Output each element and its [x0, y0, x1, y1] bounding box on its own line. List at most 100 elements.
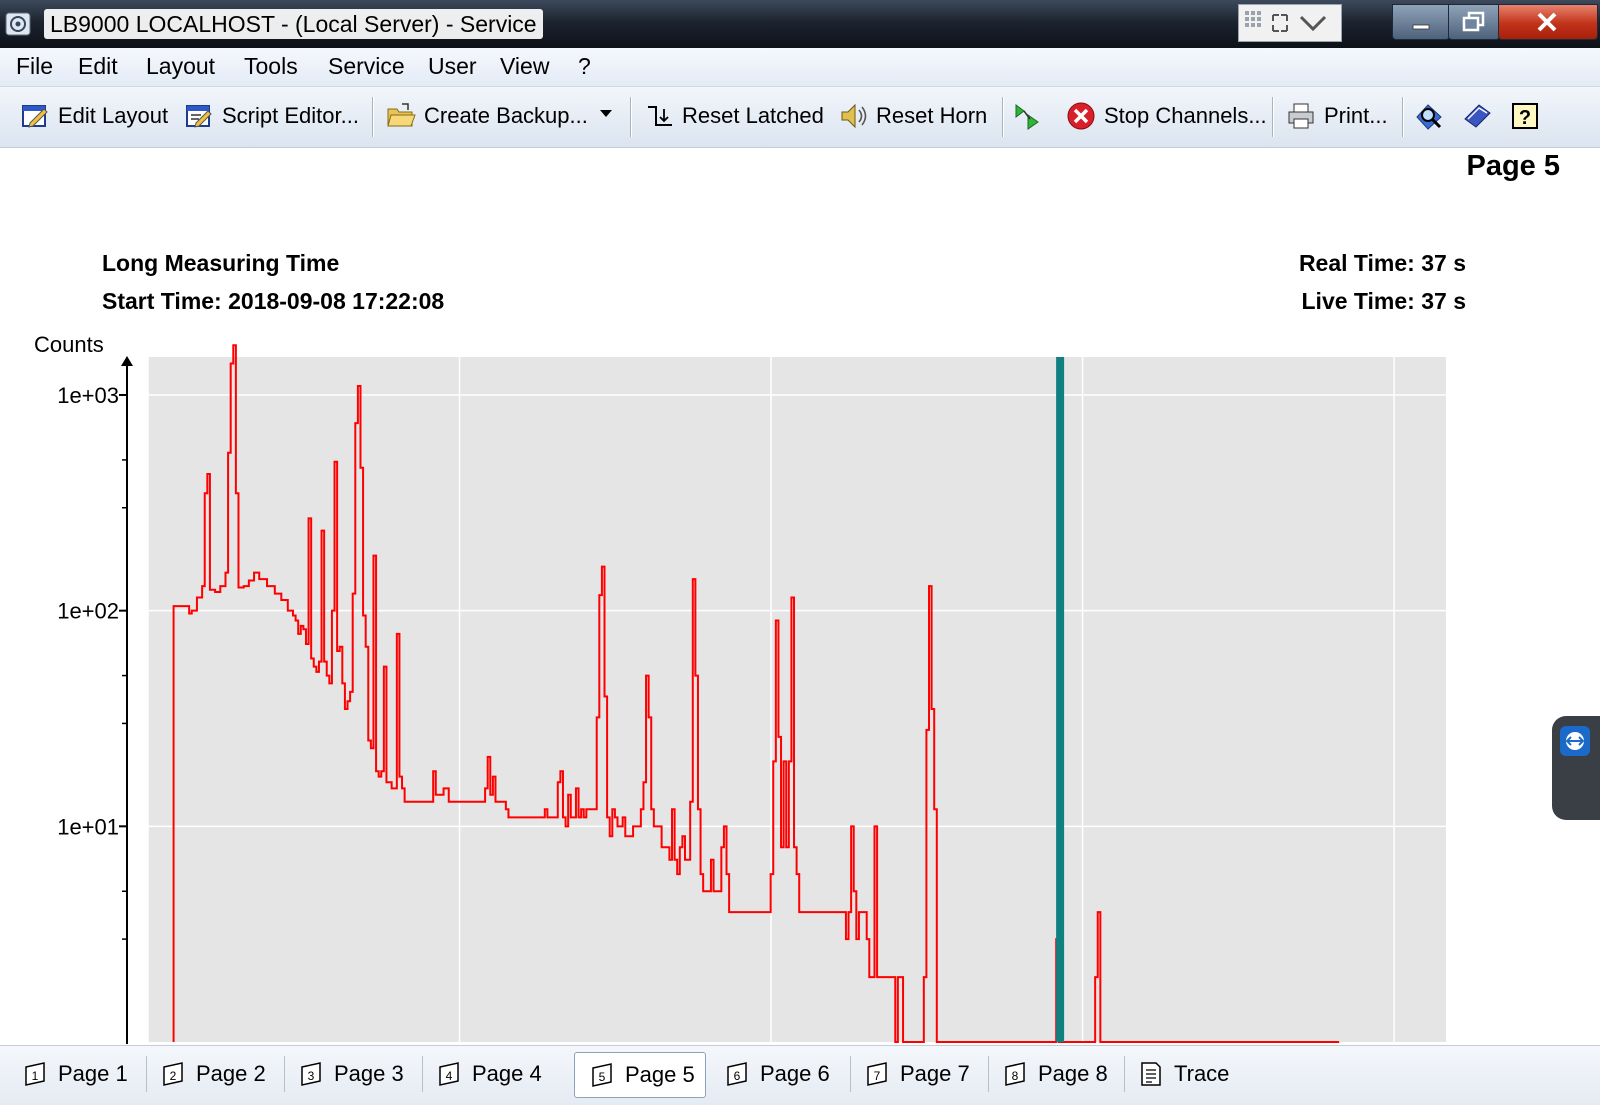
menu-service[interactable]: Service: [328, 53, 405, 79]
print-button[interactable]: Print...: [1286, 99, 1388, 133]
close-button[interactable]: [1498, 4, 1598, 40]
page-title: Page 5: [1466, 150, 1561, 182]
toolbar: Edit Layout Script Editor... Create Back…: [0, 87, 1600, 148]
remote-control-tab[interactable]: [1552, 716, 1600, 820]
start-time: Start Time: 2018-09-08 17:22:08: [102, 288, 445, 314]
tab-separator: [988, 1056, 989, 1092]
y-tick-label: 1e+02: [57, 599, 119, 624]
remote-control-icon: [1560, 726, 1590, 756]
svg-text:5: 5: [599, 1070, 606, 1084]
tab-page-4[interactable]: 4 Page 4: [422, 1052, 552, 1096]
svg-text:?: ?: [1519, 107, 1531, 129]
minimize-icon: [1412, 24, 1430, 30]
reset-horn-button[interactable]: Reset Horn: [838, 99, 987, 133]
window-title: LB9000 LOCALHOST - (Local Server) - Serv…: [44, 9, 543, 39]
spectrum-chart[interactable]: 1e+01 1e+02 1e+03 Counts: [0, 330, 1480, 1050]
tab-label: Page 3: [334, 1061, 404, 1086]
svg-text:4: 4: [446, 1069, 453, 1083]
create-backup-dropdown[interactable]: [598, 99, 614, 133]
restore-icon: [1462, 11, 1485, 32]
menu-file[interactable]: File: [16, 53, 54, 79]
menu-help[interactable]: ?: [578, 53, 591, 79]
tab-page-5[interactable]: 5 Page 5: [574, 1052, 706, 1098]
page-8-icon: 8: [1005, 1062, 1025, 1086]
page-6-icon: 6: [727, 1062, 747, 1086]
svg-text:3: 3: [308, 1069, 315, 1083]
edit-layout-label: Edit Layout: [58, 103, 169, 128]
tab-page-8[interactable]: 8 Page 8: [988, 1052, 1118, 1096]
y-tick-label: 1e+01: [57, 814, 119, 839]
stop-icon: [1067, 102, 1095, 130]
reset-latched-button[interactable]: Reset Latched: [644, 99, 824, 133]
remote-session-widget[interactable]: [1238, 4, 1342, 42]
menu-user[interactable]: User: [428, 53, 477, 79]
toolbar-separator: [1402, 97, 1403, 137]
script-editor-button[interactable]: Script Editor...: [184, 99, 359, 133]
toolbar-separator: [372, 97, 373, 137]
grid-lines: [147, 357, 1446, 1042]
tab-label: Trace: [1174, 1061, 1230, 1086]
svg-text:1: 1: [32, 1069, 39, 1083]
svg-text:6: 6: [734, 1069, 741, 1083]
search-button[interactable]: [1414, 99, 1452, 133]
minimize-button[interactable]: [1392, 4, 1450, 40]
page-tab-bar: 1 Page 1 2 Page 2 3 Page 3 4 Page 4 5 Pa…: [0, 1045, 1600, 1105]
remote-session-icon: [1245, 11, 1327, 32]
menu-view[interactable]: View: [500, 53, 550, 79]
tab-page-6[interactable]: 6 Page 6: [710, 1052, 840, 1096]
reset-latched-label: Reset Latched: [682, 103, 824, 128]
tab-separator: [422, 1056, 423, 1092]
page-5-icon: 5: [592, 1063, 612, 1087]
script-editor-icon: [186, 105, 212, 128]
dropdown-arrow-icon: [600, 110, 612, 117]
tab-label: Page 8: [1038, 1061, 1108, 1086]
tab-page-7[interactable]: 7 Page 7: [850, 1052, 980, 1096]
tab-page-1[interactable]: 1 Page 1: [8, 1052, 138, 1096]
tab-separator: [284, 1056, 285, 1092]
tab-label: Page 6: [760, 1061, 830, 1086]
edit-layout-button[interactable]: Edit Layout: [20, 99, 168, 133]
svg-text:2: 2: [170, 1069, 177, 1083]
page-1-icon: 1: [25, 1062, 45, 1086]
stop-channels-button[interactable]: Stop Channels...: [1066, 99, 1267, 133]
region-marker[interactable]: [1056, 357, 1065, 1042]
horn-icon: [841, 103, 867, 129]
y-axis: 1e+01 1e+02 1e+03: [57, 356, 133, 1044]
tab-trace[interactable]: Trace: [1124, 1052, 1239, 1096]
tab-label: Page 4: [472, 1061, 542, 1086]
live-time: Live Time: 37 s: [1301, 288, 1467, 314]
svg-text:7: 7: [874, 1069, 881, 1083]
menu-tools[interactable]: Tools: [244, 53, 298, 79]
folder-open-icon: [387, 103, 416, 127]
page-2-icon: 2: [163, 1062, 183, 1086]
menu-layout[interactable]: Layout: [146, 53, 216, 79]
page-3-icon: 3: [301, 1062, 321, 1086]
create-backup-button[interactable]: Create Backup...: [386, 99, 588, 133]
toolbar-separator: [1002, 97, 1003, 137]
restore-button[interactable]: [1448, 4, 1500, 40]
trace-log-icon: [1141, 1062, 1161, 1086]
svg-text:8: 8: [1012, 1069, 1019, 1083]
magnifier-icon: [1416, 104, 1442, 130]
printer-icon: [1288, 103, 1314, 129]
page-7-icon: 7: [867, 1062, 887, 1086]
tab-label: Page 2: [196, 1061, 266, 1086]
toolbar-separator: [630, 97, 631, 137]
y-axis-label: Counts: [34, 332, 104, 357]
tab-label: Page 7: [900, 1061, 970, 1086]
stop-channels-label: Stop Channels...: [1104, 103, 1267, 128]
tab-page-3[interactable]: 3 Page 3: [284, 1052, 414, 1096]
menu-edit[interactable]: Edit: [78, 53, 118, 79]
print-label: Print...: [1324, 103, 1388, 128]
help-button[interactable]: ?: [1510, 99, 1548, 133]
toolbar-separator: [1272, 97, 1273, 137]
tab-label: Page 5: [625, 1062, 695, 1087]
manual-button[interactable]: [1462, 99, 1500, 133]
real-time: Real Time: 37 s: [1298, 250, 1466, 276]
page-4-icon: 4: [439, 1062, 459, 1086]
reset-latched-icon: [648, 106, 672, 126]
tab-separator: [850, 1056, 851, 1092]
tab-separator: [146, 1056, 147, 1092]
start-channels-button[interactable]: [1014, 99, 1052, 133]
tab-page-2[interactable]: 2 Page 2: [146, 1052, 276, 1096]
